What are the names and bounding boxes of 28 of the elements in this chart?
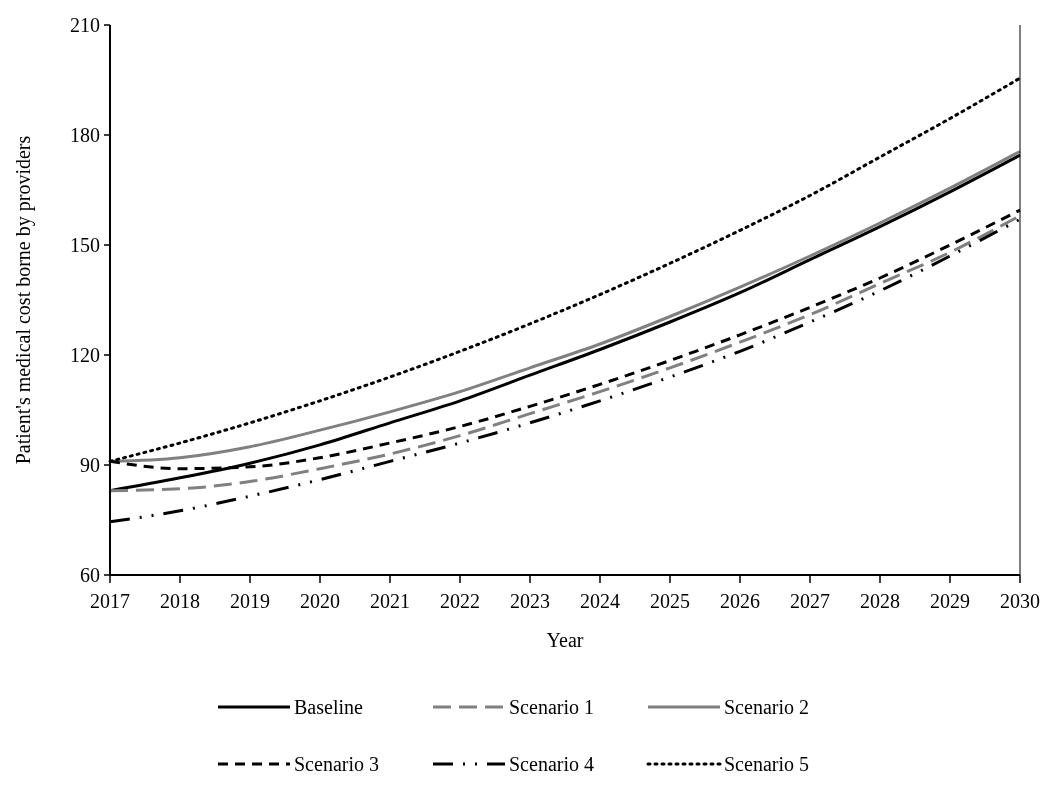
y-tick-label: 90 [80, 454, 100, 476]
x-tick-label: 2022 [440, 590, 480, 612]
x-tick-label: 2025 [650, 590, 690, 612]
y-tick-label: 180 [70, 124, 100, 146]
y-tick-label: 210 [70, 14, 100, 36]
legend-label: Scenario 5 [724, 753, 809, 775]
y-tick-label: 120 [70, 344, 100, 366]
x-tick-label: 2023 [510, 590, 550, 612]
x-tick-label: 2021 [370, 590, 410, 612]
x-tick-label: 2028 [860, 590, 900, 612]
legend-label: Scenario 1 [509, 696, 594, 718]
legend-label: Scenario 4 [509, 753, 594, 775]
x-tick-label: 2030 [1000, 590, 1040, 612]
legend-label: Baseline [294, 696, 363, 718]
x-tick-label: 2026 [720, 590, 760, 612]
x-tick-label: 2018 [160, 590, 200, 612]
legend-label: Scenario 3 [294, 753, 379, 775]
y-tick-label: 60 [80, 564, 100, 586]
y-axis-title: Patient's medical cost borne by providers [12, 135, 35, 465]
x-tick-label: 2017 [90, 590, 130, 612]
x-tick-label: 2019 [230, 590, 270, 612]
y-tick-label: 150 [70, 234, 100, 256]
legend-label: Scenario 2 [724, 696, 809, 718]
x-tick-label: 2027 [790, 590, 830, 612]
x-tick-label: 2029 [930, 590, 970, 612]
x-axis-title: Year [546, 629, 584, 651]
x-tick-label: 2020 [300, 590, 340, 612]
x-tick-label: 2024 [580, 590, 620, 612]
